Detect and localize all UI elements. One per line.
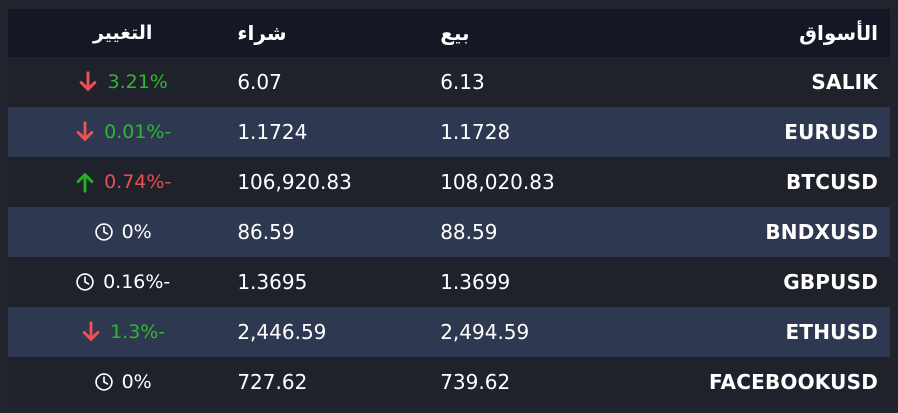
buy-price: 6.07 — [237, 70, 282, 94]
table-row[interactable]: GBPUSD 1.3699 1.3695 0.16%- — [8, 257, 890, 307]
change-cell: 0% — [8, 371, 237, 393]
market-name: ETHUSD — [785, 320, 878, 344]
table-row[interactable]: ETHUSD 2,494.59 2,446.59 1.3%- — [8, 307, 890, 357]
change-value: 0% — [121, 371, 152, 394]
change-indicator: 0.01%- — [74, 120, 171, 144]
arrow-down-icon — [80, 71, 97, 91]
table-body: SALIK 6.13 6.07 3.21% EURUSD 1.1728 1.1724 0.01… — [8, 57, 890, 407]
change-indicator: 0.74%- — [74, 170, 171, 194]
sell-price: 1.1728 — [440, 120, 511, 144]
market-name: SALIK — [811, 70, 878, 94]
change-indicator: 1.3%- — [80, 320, 165, 344]
change-value: 0.16%- — [103, 271, 171, 294]
change-indicator: 0% — [94, 371, 152, 393]
change-indicator: 0.16%- — [75, 271, 170, 293]
market-watchlist-table: الأسواق بيع شراء التغيير SALIK 6.13 6.07 3.… — [8, 9, 890, 407]
change-indicator: 3.21% — [77, 70, 168, 94]
buy-price: 1.1724 — [237, 120, 308, 144]
change-cell: 1.3%- — [8, 320, 237, 344]
market-name: BTCUSD — [785, 170, 878, 194]
header-buy: شراء — [237, 21, 287, 45]
header-markets: الأسواق — [799, 21, 878, 45]
change-cell: 0% — [8, 221, 237, 243]
change-value: 0% — [121, 221, 152, 244]
table-row[interactable]: SALIK 6.13 6.07 3.21% — [8, 57, 890, 107]
table-row[interactable]: EURUSD 1.1728 1.1724 0.01%- — [8, 107, 890, 157]
sell-price: 6.13 — [440, 70, 485, 94]
change-cell: 3.21% — [8, 70, 237, 94]
change-value: 0.01%- — [104, 121, 172, 143]
sell-price: 108,020.83 — [440, 170, 555, 194]
header-sell: بيع — [440, 21, 470, 45]
buy-price: 727.62 — [237, 370, 308, 394]
buy-price: 2,446.59 — [237, 320, 327, 344]
table-row[interactable]: FACEBOOKUSD 739.62 727.62 0% — [8, 357, 890, 407]
buy-price: 86.59 — [237, 220, 295, 244]
market-name: EURUSD — [784, 120, 878, 144]
buy-price: 1.3695 — [237, 270, 308, 294]
change-cell: 0.16%- — [8, 271, 237, 293]
sell-price: 1.3699 — [440, 270, 511, 294]
change-indicator: 0% — [94, 221, 152, 243]
market-name: FACEBOOKUSD — [708, 370, 878, 394]
arrow-up-icon — [76, 173, 94, 193]
sell-price: 2,494.59 — [440, 320, 530, 344]
sell-price: 88.59 — [440, 220, 498, 244]
sell-price: 739.62 — [440, 370, 511, 394]
change-value: 0.74%- — [104, 171, 172, 193]
clock-icon — [76, 273, 94, 291]
arrow-down-icon — [82, 321, 100, 341]
change-value: 3.21% — [107, 71, 168, 93]
table-row[interactable]: BTCUSD 108,020.83 106,920.83 0.74%- — [8, 157, 890, 207]
change-value: 1.3%- — [110, 321, 166, 343]
clock-icon — [94, 373, 113, 391]
change-cell: 0.74%- — [8, 170, 237, 194]
clock-icon — [94, 223, 113, 241]
market-name: BNDXUSD — [765, 220, 878, 244]
arrow-down-icon — [76, 121, 94, 141]
market-name: GBPUSD — [783, 270, 878, 294]
header-change: التغيير — [92, 22, 153, 44]
table-row[interactable]: BNDXUSD 88.59 86.59 0% — [8, 207, 890, 257]
table-header-row: الأسواق بيع شراء التغيير — [8, 9, 890, 57]
buy-price: 106,920.83 — [237, 170, 352, 194]
change-cell: 0.01%- — [8, 120, 237, 144]
